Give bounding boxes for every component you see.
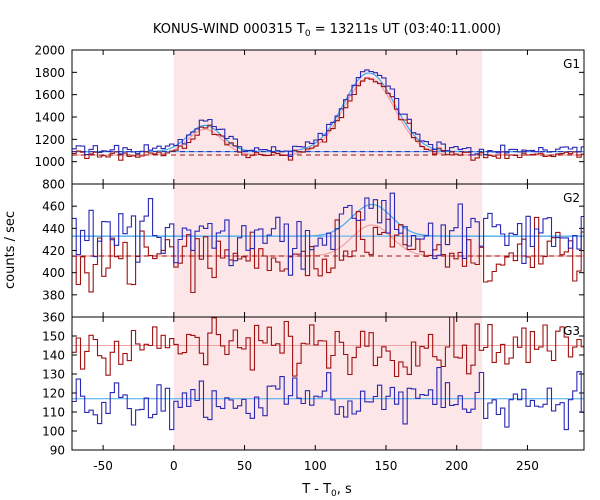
y-tick-label: 1200 [34, 133, 65, 147]
x-tick-label: 100 [304, 459, 327, 473]
lightcurve-blue-series [72, 367, 584, 431]
y-tick-label: 120 [42, 387, 65, 401]
y-tick-label: 110 [42, 406, 65, 420]
y-tick-label: 460 [42, 200, 65, 214]
y-tick-label: 360 [42, 311, 65, 325]
x-tick-label: 150 [375, 459, 398, 473]
y-tick-label: 100 [42, 425, 65, 439]
y-tick-label: 1800 [34, 66, 65, 80]
x-tick-label: -50 [93, 459, 113, 473]
lightcurve-blue-series [72, 69, 584, 158]
x-tick-label: 0 [170, 459, 178, 473]
x-tick-label: 250 [516, 459, 539, 473]
y-tick-label: 400 [42, 266, 65, 280]
panel-frame [71, 316, 585, 451]
panel-label: G1 [563, 57, 580, 71]
y-tick-label: 130 [42, 368, 65, 382]
y-axis-label: counts / sec [3, 211, 18, 289]
x-tick-label: 50 [237, 459, 252, 473]
lightcurve-red-series [72, 211, 584, 294]
x-tick-label: 200 [445, 459, 468, 473]
y-tick-label: 1000 [34, 155, 65, 169]
x-axis-label: T - T0, s [301, 482, 352, 499]
lightcurve-blue-series [72, 192, 584, 276]
panel-label: G3 [563, 324, 580, 338]
y-tick-label: 140 [42, 349, 65, 363]
y-tick-label: 440 [42, 222, 65, 236]
y-tick-label: 90 [50, 444, 65, 458]
panel-label: G2 [563, 191, 580, 205]
chart-title: KONUS-WIND 000315 T0 = 13211s UT (03:40:… [153, 22, 501, 39]
y-tick-label: 380 [42, 288, 65, 302]
y-tick-label: 1400 [34, 111, 65, 125]
y-tick-label: 150 [42, 330, 65, 344]
y-tick-label: 800 [42, 178, 65, 192]
lightcurve-red-series [72, 316, 584, 378]
y-tick-label: 2000 [34, 44, 65, 58]
y-tick-label: 1600 [34, 88, 65, 102]
y-tick-label: 420 [42, 244, 65, 258]
